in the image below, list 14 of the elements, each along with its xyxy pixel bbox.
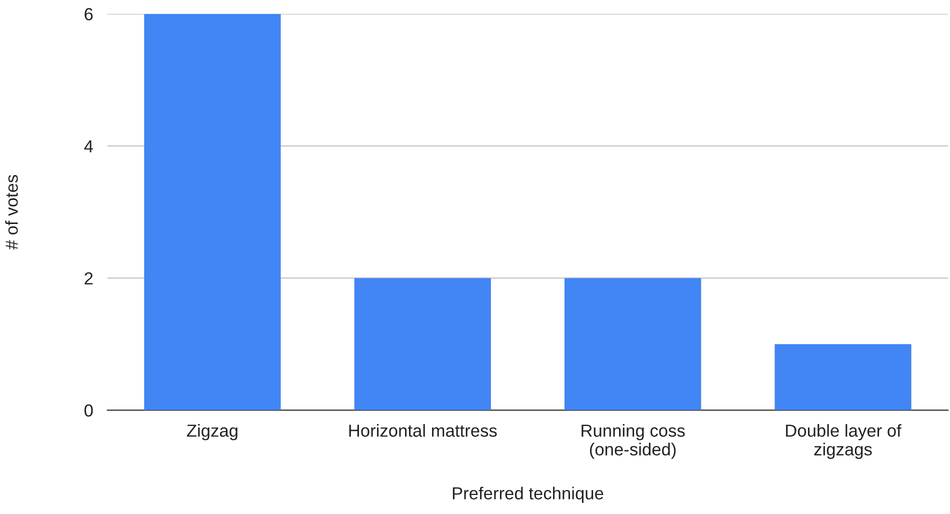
x-tick-label: Zigzag [186, 424, 238, 440]
y-tick-label: 2 [84, 272, 93, 284]
x-axis-title: Preferred technique [452, 486, 604, 503]
y-tick-label: 4 [84, 140, 93, 152]
y-tick-label: 0 [84, 404, 93, 417]
bar [354, 278, 491, 410]
x-tick-label: Double layer of zigzags [786, 424, 902, 459]
bar [144, 14, 281, 410]
y-axis-title: # of votes [5, 175, 18, 250]
y-tick-label: 6 [84, 8, 93, 20]
x-tick-label: Running coss (one-sided) [582, 424, 685, 459]
x-tick-label: Horizontal mattress [349, 424, 497, 437]
bar [774, 344, 912, 410]
bar [564, 278, 702, 410]
